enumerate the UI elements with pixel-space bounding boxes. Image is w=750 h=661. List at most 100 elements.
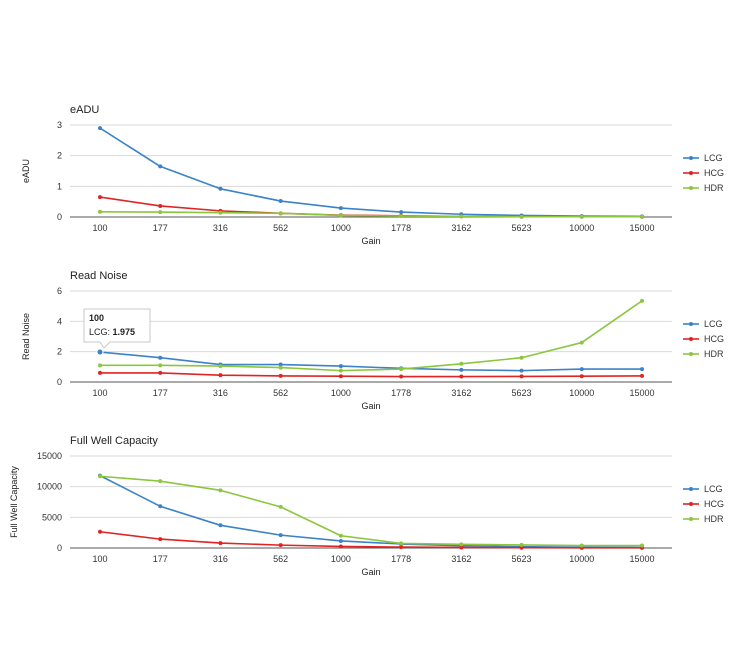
data-point-hcg <box>459 374 464 379</box>
series-line-lcg <box>99 351 642 372</box>
data-point-hdr <box>640 543 644 548</box>
data-point-hdr <box>459 361 464 366</box>
x-tick-label: 1000 <box>331 554 351 564</box>
legend-label-lcg: LCG <box>704 319 723 329</box>
data-point-hcg <box>218 541 223 546</box>
data-point-lcg <box>278 362 283 367</box>
y-tick-label: 15000 <box>37 451 62 461</box>
legend-marker <box>689 156 693 160</box>
data-point-lcg <box>579 367 584 372</box>
series-line-lcg <box>99 127 643 218</box>
data-point-hdr <box>218 364 223 369</box>
legend-marker <box>689 487 693 491</box>
chart-title: Read Noise <box>70 270 127 282</box>
data-point-lcg <box>98 126 102 131</box>
tooltip-series-label: LCG: <box>89 327 113 337</box>
data-point-hdr <box>98 363 102 368</box>
legend-marker <box>689 502 693 506</box>
legend-label-hdr: HDR <box>704 349 724 359</box>
x-tick-label: 177 <box>153 554 168 564</box>
chart-title: eADU <box>70 104 99 116</box>
y-tick-label: 1 <box>57 181 62 191</box>
legend-label-hdr: HDR <box>704 514 724 524</box>
chart-3: Full Well Capacity 0 5000 10000 15000 100 177 3… <box>9 435 724 577</box>
legend-label-hdr: HDR <box>704 183 724 193</box>
y-axis-label: Full Well Capacity <box>9 466 19 538</box>
data-point-lcg <box>158 164 163 169</box>
y-tick-label: 10000 <box>37 482 62 492</box>
tooltip-value-line: LCG: 1.975 <box>89 327 135 337</box>
data-point-hcg <box>98 529 102 534</box>
data-point-hdr <box>278 365 283 370</box>
x-tick-label: 15000 <box>629 388 654 398</box>
legend-marker <box>689 352 693 356</box>
x-tick-label: 10000 <box>569 388 594 398</box>
data-point-hcg <box>459 545 464 550</box>
data-point-hdr <box>158 479 163 484</box>
data-point-hcg <box>519 545 524 550</box>
data-point-hdr <box>338 533 343 538</box>
data-point-lcg <box>158 355 163 360</box>
data-point-lcg <box>338 364 343 369</box>
data-point-hcg <box>399 374 404 379</box>
x-tick-label: 562 <box>273 223 288 233</box>
series-line-hcg <box>99 196 642 218</box>
legend-marker <box>689 322 693 326</box>
data-point-hcg <box>519 374 524 379</box>
y-tick-label: 5000 <box>42 512 62 522</box>
x-tick-label: 562 <box>273 554 288 564</box>
legend-label-lcg: LCG <box>704 153 723 163</box>
x-tick-label: 316 <box>213 388 228 398</box>
data-point-hdr <box>579 214 584 219</box>
x-tick-label: 5623 <box>512 388 532 398</box>
data-point-hcg <box>158 370 163 375</box>
legend-marker <box>689 171 693 175</box>
y-axis-label: Read Noise <box>21 313 31 360</box>
tooltip-title: 100 <box>89 313 104 323</box>
x-tick-label: 100 <box>92 223 107 233</box>
series-line-hcg <box>99 530 643 549</box>
data-point-hcg <box>98 195 102 200</box>
data-point-lcg <box>278 199 283 204</box>
data-point-hcg <box>158 537 163 542</box>
data-point-hdr <box>519 542 524 547</box>
x-tick-label: 15000 <box>629 554 654 564</box>
x-tick-label: 1000 <box>331 223 351 233</box>
data-point-hdr <box>338 213 343 218</box>
y-tick-label: 3 <box>57 120 62 130</box>
data-point-hdr <box>399 367 404 372</box>
data-point-hdr <box>98 209 102 214</box>
data-point-hdr <box>98 474 102 479</box>
x-tick-label: 316 <box>213 223 228 233</box>
x-tick-label: 3162 <box>451 223 471 233</box>
y-tick-label: 6 <box>57 286 62 296</box>
data-point-lcg <box>640 367 644 372</box>
series-line-hcg <box>100 372 643 378</box>
data-point-hcg <box>278 373 283 378</box>
y-tick-label: 2 <box>57 151 62 161</box>
data-point-lcg <box>519 368 524 373</box>
data-point-hcg <box>98 370 102 375</box>
x-axis-label: Gain <box>361 401 380 411</box>
data-point-hdr <box>158 363 163 368</box>
data-point-lcg <box>459 367 464 372</box>
x-tick-label: 10000 <box>569 223 594 233</box>
data-point-hdr <box>399 541 404 546</box>
legend-label-hcg: HCG <box>704 334 724 344</box>
chart-title: Full Well Capacity <box>70 435 158 447</box>
x-tick-label: 1778 <box>391 554 411 564</box>
x-tick-label: 562 <box>273 388 288 398</box>
data-point-hdr <box>579 340 584 345</box>
tooltip-highlight-point <box>96 348 104 356</box>
x-axis-label: Gain <box>361 567 380 577</box>
data-point-hdr <box>640 214 644 219</box>
x-tick-label: 100 <box>92 554 107 564</box>
y-axis-label: eADU <box>21 159 31 183</box>
data-point-hdr <box>218 488 223 493</box>
data-point-hdr <box>218 210 223 215</box>
data-point-hdr <box>459 214 464 219</box>
x-tick-label: 15000 <box>629 223 654 233</box>
x-tick-label: 177 <box>153 223 168 233</box>
data-point-lcg <box>338 538 343 543</box>
